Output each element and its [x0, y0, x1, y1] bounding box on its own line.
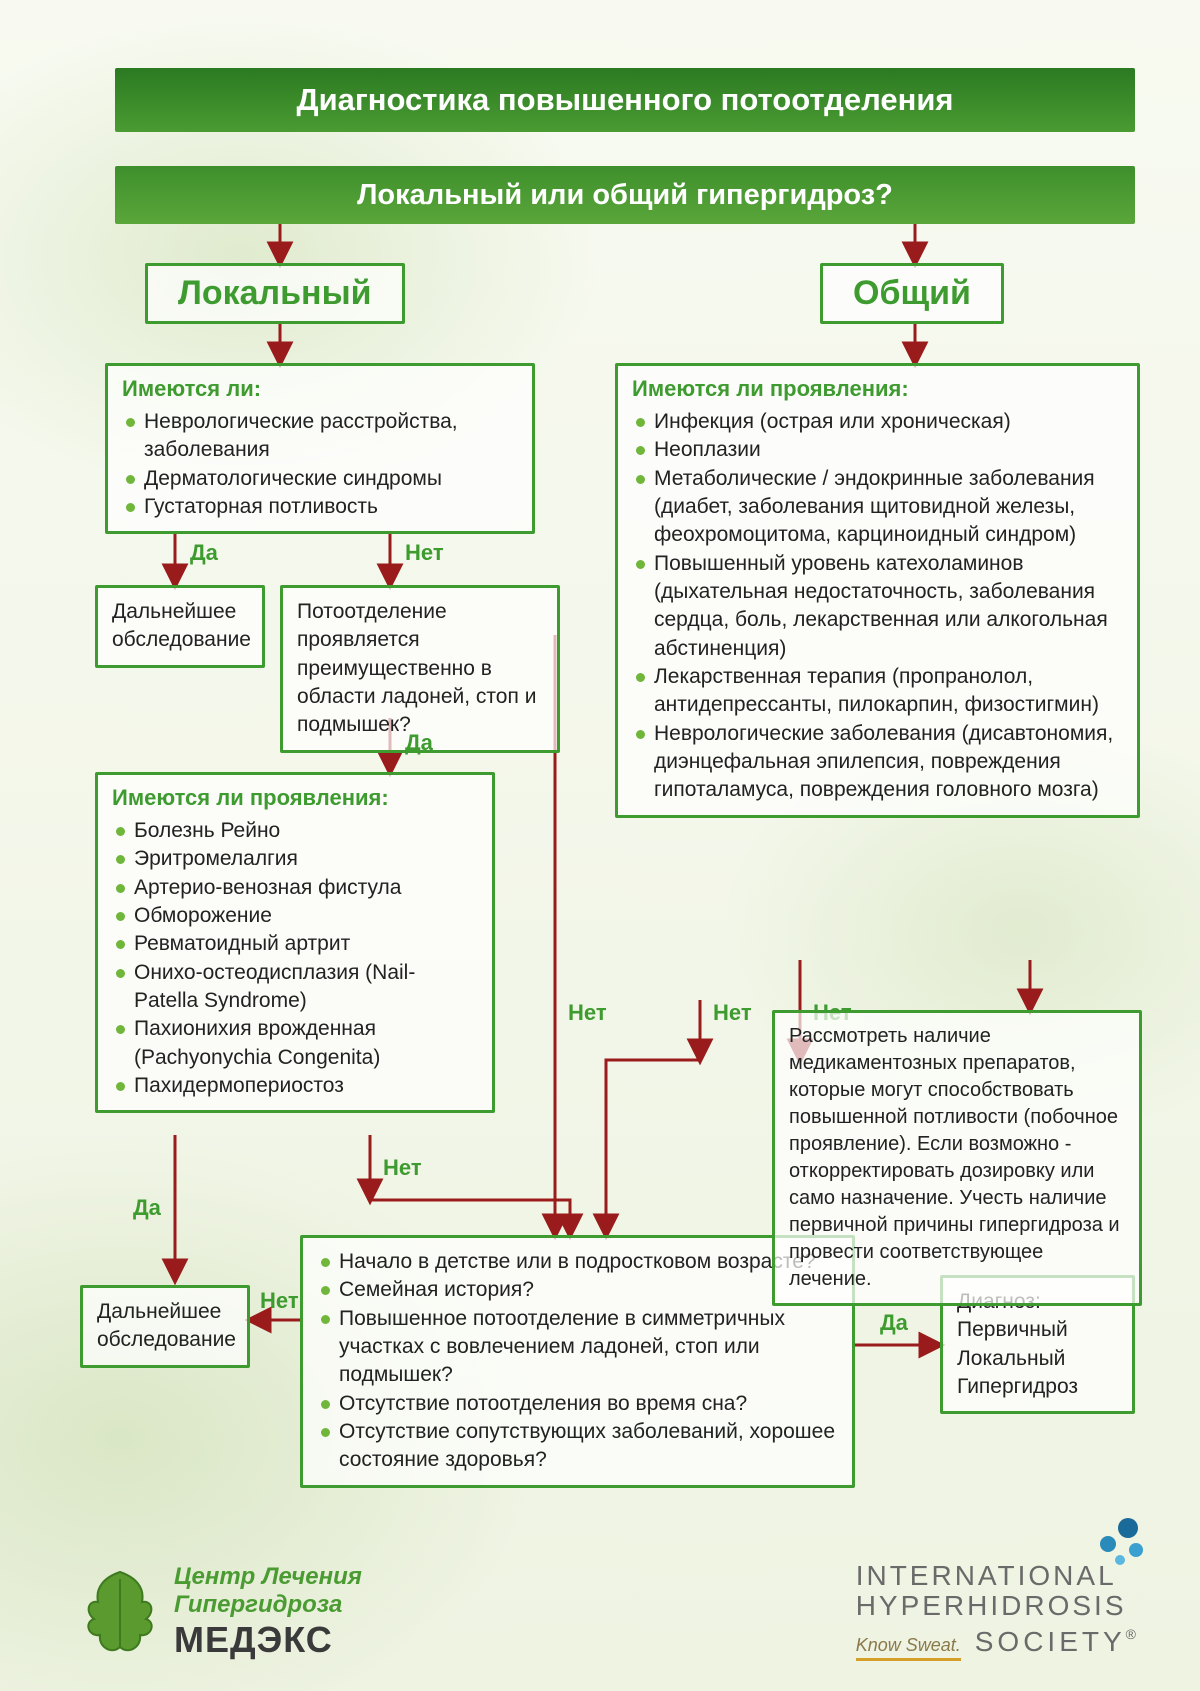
footer-right-line1: INTERNATIONAL	[856, 1561, 1140, 1590]
list-item: Метаболические / эндокринные заболевания…	[636, 465, 1123, 550]
further-exam-2: Дальнейшее обследование	[80, 1285, 250, 1368]
list-item: Ревматоидный артрит	[116, 930, 478, 958]
label-yes-2: Да	[405, 730, 433, 756]
local-q2-text: Потоотделение проявляется преимущественн…	[297, 598, 543, 740]
branch-general-label: Общий	[853, 274, 971, 312]
general-advice-box: Рассмотреть наличие медикаментозных преп…	[772, 1010, 1142, 1306]
local-check-list: Неврологические расстройства, заболевани…	[122, 408, 518, 521]
branch-general: Общий	[820, 263, 1004, 324]
label-yes-4: Да	[880, 1310, 908, 1336]
footer-right: INTERNATIONAL HYPERHIDROSIS Know Sweat. …	[856, 1561, 1140, 1661]
local-check-box: Имеются ли: Неврологические расстройства…	[105, 363, 535, 534]
list-item: Повышенное потоотделение в симметричных …	[321, 1305, 838, 1390]
further-exam-1: Дальнейшее обследование	[95, 585, 265, 668]
label-no-2: Нет	[568, 1000, 607, 1026]
footer-right-line2: HYPERHIDROSIS	[856, 1591, 1140, 1620]
list-item: Обморожение	[116, 902, 478, 930]
primary-criteria-list: Начало в детстве или в подростковом возр…	[317, 1248, 838, 1475]
oak-leaf-icon	[80, 1567, 160, 1657]
list-item: Пахионихия врожденная (Pachyonychia Cong…	[116, 1015, 478, 1072]
general-manifest-list: Инфекция (острая или хроническая)Неоплаз…	[632, 408, 1123, 805]
label-no-4: Нет	[260, 1288, 299, 1314]
local-manifest-box: Имеются ли проявления: Болезнь РейноЭрит…	[95, 772, 495, 1113]
list-item: Отсутствие сопутствующих заболеваний, хо…	[321, 1418, 838, 1475]
footer-left-text: Центр Лечения Гипергидроза МЕДЭКС	[174, 1563, 362, 1661]
general-advice-text: Рассмотреть наличие медикаментозных преп…	[789, 1023, 1125, 1293]
label-no-5: Нет	[713, 1000, 752, 1026]
list-item: Лекарственная терапия (пропранолол, анти…	[636, 663, 1123, 720]
label-yes-1: Да	[190, 540, 218, 566]
branch-local-label: Локальный	[178, 274, 372, 312]
label-no-3: Нет	[383, 1155, 422, 1181]
list-item: Инфекция (острая или хроническая)	[636, 408, 1123, 436]
general-manifest-box: Имеются ли проявления: Инфекция (острая …	[615, 363, 1140, 818]
label-no-1: Нет	[405, 540, 444, 566]
list-item: Семейная история?	[321, 1276, 838, 1304]
list-item: Пахидермопериостоз	[116, 1072, 478, 1100]
further-exam-2-text: Дальнейшее обследование	[97, 1298, 233, 1355]
main-title-banner: Диагностика повышенного потоотделения	[115, 68, 1135, 132]
footer-know-sweat: Know Sweat.	[856, 1635, 961, 1661]
list-item: Артерио-венозная фистула	[116, 874, 478, 902]
footer-left-line1: Центр Лечения	[174, 1563, 362, 1591]
list-item: Повышенный уровень катехоламинов (дыхате…	[636, 550, 1123, 663]
list-item: Неврологические расстройства, заболевани…	[126, 408, 518, 465]
further-exam-1-text: Дальнейшее обследование	[112, 598, 248, 655]
main-title: Диагностика повышенного потоотделения	[297, 82, 954, 118]
question-banner: Локальный или общий гипергидроз?	[115, 166, 1135, 224]
local-q2-box: Потоотделение проявляется преимущественн…	[280, 585, 560, 753]
list-item: Дерматологические синдромы	[126, 465, 518, 493]
footer-left-line2: Гипергидроза	[174, 1591, 362, 1619]
list-item: Густаторная потливость	[126, 493, 518, 521]
general-manifest-title: Имеются ли проявления:	[632, 376, 1123, 402]
footer-reg: ®	[1126, 1626, 1140, 1642]
list-item: Неврологические заболевания (дисавтономи…	[636, 720, 1123, 805]
local-manifest-title: Имеются ли проявления:	[112, 785, 478, 811]
list-item: Эритромелалгия	[116, 845, 478, 873]
label-yes-3: Да	[133, 1195, 161, 1221]
footer-society: SOCIETY	[975, 1626, 1126, 1657]
footer-left-line3: МЕДЭКС	[174, 1619, 362, 1661]
footer-left: Центр Лечения Гипергидроза МЕДЭКС	[80, 1563, 362, 1661]
local-check-title: Имеются ли:	[122, 376, 518, 402]
list-item: Болезнь Рейно	[116, 817, 478, 845]
list-item: Отсутствие потоотделения во время сна?	[321, 1390, 838, 1418]
branch-local: Локальный	[145, 263, 405, 324]
list-item: Начало в детстве или в подростковом возр…	[321, 1248, 838, 1276]
local-manifest-list: Болезнь РейноЭритромелалгияАртерио-веноз…	[112, 817, 478, 1100]
list-item: Неоплазии	[636, 436, 1123, 464]
question-text: Локальный или общий гипергидроз?	[357, 179, 893, 212]
list-item: Онихо-остеодисплазия (Nail-Patella Syndr…	[116, 959, 478, 1016]
